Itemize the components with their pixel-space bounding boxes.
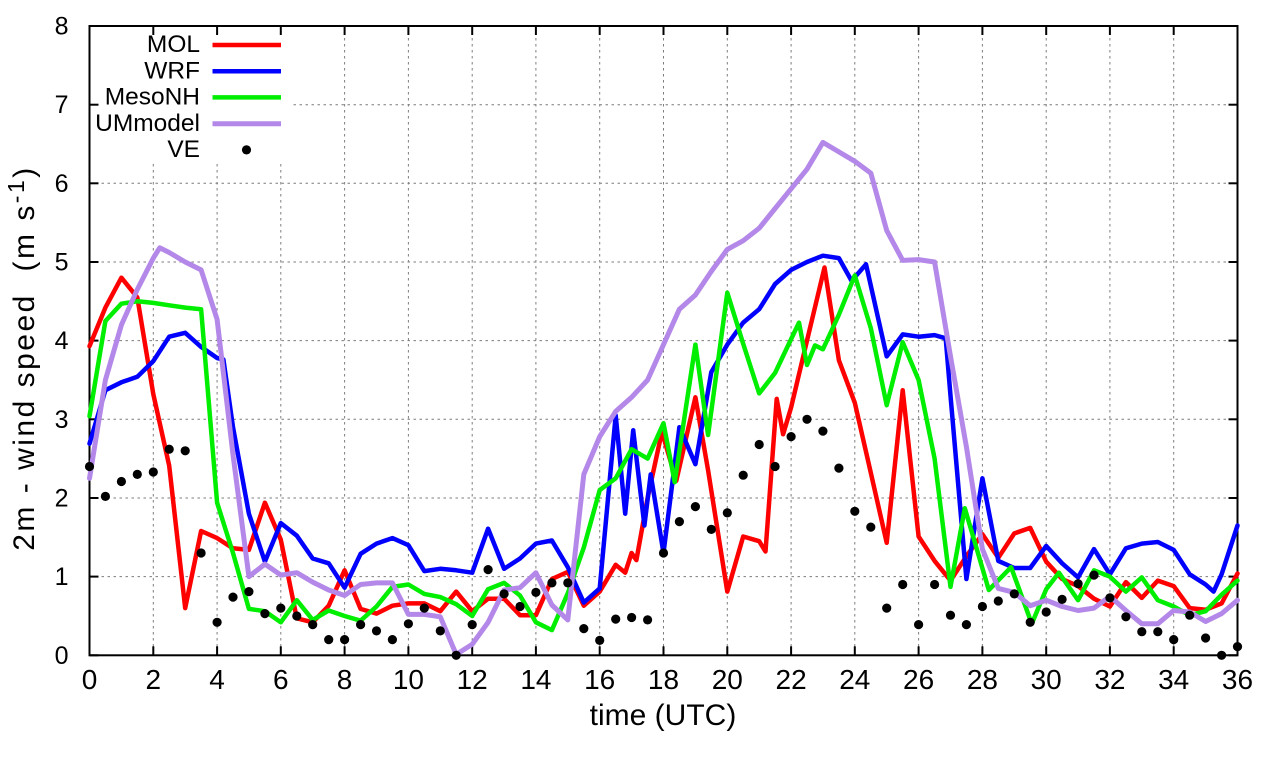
svg-text:12: 12 xyxy=(457,664,488,695)
svg-text:30: 30 xyxy=(1031,664,1062,695)
svg-text:WRF: WRF xyxy=(144,57,200,84)
svg-text:14: 14 xyxy=(520,664,551,695)
svg-text:18: 18 xyxy=(648,664,679,695)
svg-text:0: 0 xyxy=(82,664,98,695)
svg-text:8: 8 xyxy=(55,13,69,41)
svg-text:4: 4 xyxy=(55,327,69,355)
svg-text:2: 2 xyxy=(55,485,69,513)
svg-text:34: 34 xyxy=(1158,664,1189,695)
svg-text:MesoNH: MesoNH xyxy=(105,84,200,111)
svg-text:10: 10 xyxy=(393,664,424,695)
svg-text:20: 20 xyxy=(712,664,743,695)
svg-text:1: 1 xyxy=(55,563,69,591)
svg-text:time (UTC): time (UTC) xyxy=(590,699,737,732)
svg-text:26: 26 xyxy=(903,664,934,695)
svg-text:MOL: MOL xyxy=(147,31,200,58)
svg-text:2m - wind speed (m s-1): 2m - wind speed (m s-1) xyxy=(3,165,41,551)
svg-text:24: 24 xyxy=(839,664,870,695)
svg-text:36: 36 xyxy=(1222,664,1253,695)
svg-text:22: 22 xyxy=(776,664,807,695)
svg-text:0: 0 xyxy=(55,642,69,670)
svg-text:6: 6 xyxy=(273,664,289,695)
svg-text:5: 5 xyxy=(55,249,69,277)
svg-text:2: 2 xyxy=(146,664,162,695)
svg-text:4: 4 xyxy=(209,664,225,695)
svg-text:8: 8 xyxy=(337,664,353,695)
svg-text:6: 6 xyxy=(55,170,69,198)
svg-text:3: 3 xyxy=(55,406,69,434)
svg-text:28: 28 xyxy=(967,664,998,695)
svg-text:16: 16 xyxy=(584,664,615,695)
svg-text:VE: VE xyxy=(167,136,200,163)
svg-text:UMmodel: UMmodel xyxy=(95,110,200,137)
svg-text:7: 7 xyxy=(55,91,69,119)
svg-text:32: 32 xyxy=(1094,664,1125,695)
